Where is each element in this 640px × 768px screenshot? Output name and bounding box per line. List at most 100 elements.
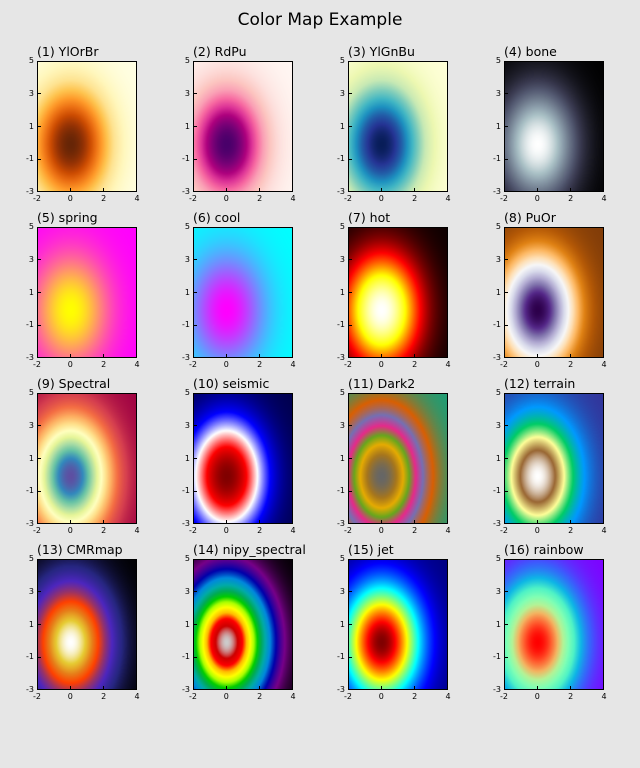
y-tick-label: -3 [337,187,345,196]
y-tick-mark [193,227,197,228]
y-tick-mark [37,324,41,326]
subplot-title: (4) bone [504,44,557,59]
y-tick-mark [193,324,197,326]
y-tick-label: 5 [339,222,345,231]
subplot-title: (5) spring [37,210,98,225]
x-tick-label: 2 [101,194,107,203]
y-tick-label: 1 [184,453,190,463]
x-tick-label: 0 [67,526,73,535]
y-tick-label: 1 [339,453,345,463]
x-tick-mark [225,188,227,192]
y-tick-mark [37,591,41,593]
heatmap-image [194,394,292,523]
x-tick-mark [259,520,261,524]
heatmap-area [37,61,137,192]
y-tick-label: 5 [28,554,34,563]
y-tick-label: -1 [182,486,190,496]
subplot-title: (15) jet [348,542,394,557]
x-tick-label: 0 [67,692,73,701]
y-tick-label: -1 [182,154,190,164]
subplot-title: (13) CMRmap [37,542,123,557]
y-tick-mark [504,624,508,625]
x-tick-label: -2 [189,194,197,203]
x-tick-mark [69,354,71,358]
x-tick-label: -2 [33,194,41,203]
y-tick-label: -1 [493,652,501,662]
y-tick-label: 1 [184,287,190,297]
heatmap-image [349,62,447,191]
y-tick-label: 3 [28,586,34,596]
heatmap-image [505,62,603,191]
y-tick-label: 1 [339,121,345,131]
y-tick-mark [348,61,352,62]
y-tick-label: 5 [495,388,501,397]
x-tick-mark [225,354,227,358]
y-tick-label: -1 [26,652,34,662]
x-tick-label: 0 [223,194,229,203]
y-tick-label: 3 [28,254,34,264]
x-tick-mark [504,686,505,690]
x-tick-mark [536,354,538,358]
x-tick-mark [103,188,105,192]
y-tick-mark [37,93,41,95]
y-tick-mark [504,559,508,560]
x-tick-label: 0 [534,692,540,701]
y-tick-label: -1 [182,652,190,662]
x-tick-mark [348,188,349,192]
x-tick-mark [225,686,227,690]
y-tick-mark [348,259,352,261]
x-tick-label: -2 [189,526,197,535]
y-tick-label: 3 [339,420,345,430]
subplot-title: (9) Spectral [37,376,111,391]
x-tick-mark [193,188,194,192]
x-tick-label: 2 [412,194,418,203]
x-tick-label: 0 [223,692,229,701]
y-tick-mark [37,61,41,62]
y-tick-label: -3 [26,685,34,694]
y-tick-mark [37,523,41,524]
x-tick-label: 0 [378,692,384,701]
x-tick-mark [103,520,105,524]
x-tick-mark [536,520,538,524]
y-tick-label: 3 [184,420,190,430]
y-tick-label: 5 [339,388,345,397]
y-tick-mark [348,393,352,394]
y-tick-label: 5 [495,554,501,563]
y-tick-mark [37,158,41,160]
x-tick-label: 4 [134,526,140,535]
x-tick-label: 0 [67,194,73,203]
x-tick-mark [292,354,293,358]
x-tick-mark [380,686,382,690]
x-tick-mark [193,520,194,524]
y-tick-label: 3 [495,420,501,430]
y-tick-label: 5 [495,222,501,231]
subplot-title: (7) hot [348,210,391,225]
x-tick-mark [37,354,38,358]
y-tick-mark [37,425,41,427]
y-tick-mark [504,490,508,492]
x-tick-label: 0 [67,360,73,369]
y-tick-mark [504,689,508,690]
x-tick-mark [570,188,572,192]
y-tick-mark [504,591,508,593]
x-tick-label: 2 [257,194,263,203]
y-tick-label: 1 [28,121,34,131]
x-tick-label: 0 [378,360,384,369]
x-tick-mark [69,520,71,524]
y-tick-mark [348,357,352,358]
x-tick-mark [136,354,137,358]
heatmap-area [193,227,293,358]
x-tick-label: 4 [445,194,451,203]
y-tick-mark [193,490,197,492]
x-tick-mark [292,520,293,524]
y-tick-label: 3 [184,586,190,596]
y-tick-label: 1 [495,121,501,131]
x-tick-label: 0 [534,194,540,203]
x-tick-mark [447,520,448,524]
x-tick-mark [193,354,194,358]
y-tick-mark [504,324,508,326]
x-tick-label: 4 [290,692,296,701]
y-tick-label: 1 [28,453,34,463]
x-tick-mark [259,354,261,358]
